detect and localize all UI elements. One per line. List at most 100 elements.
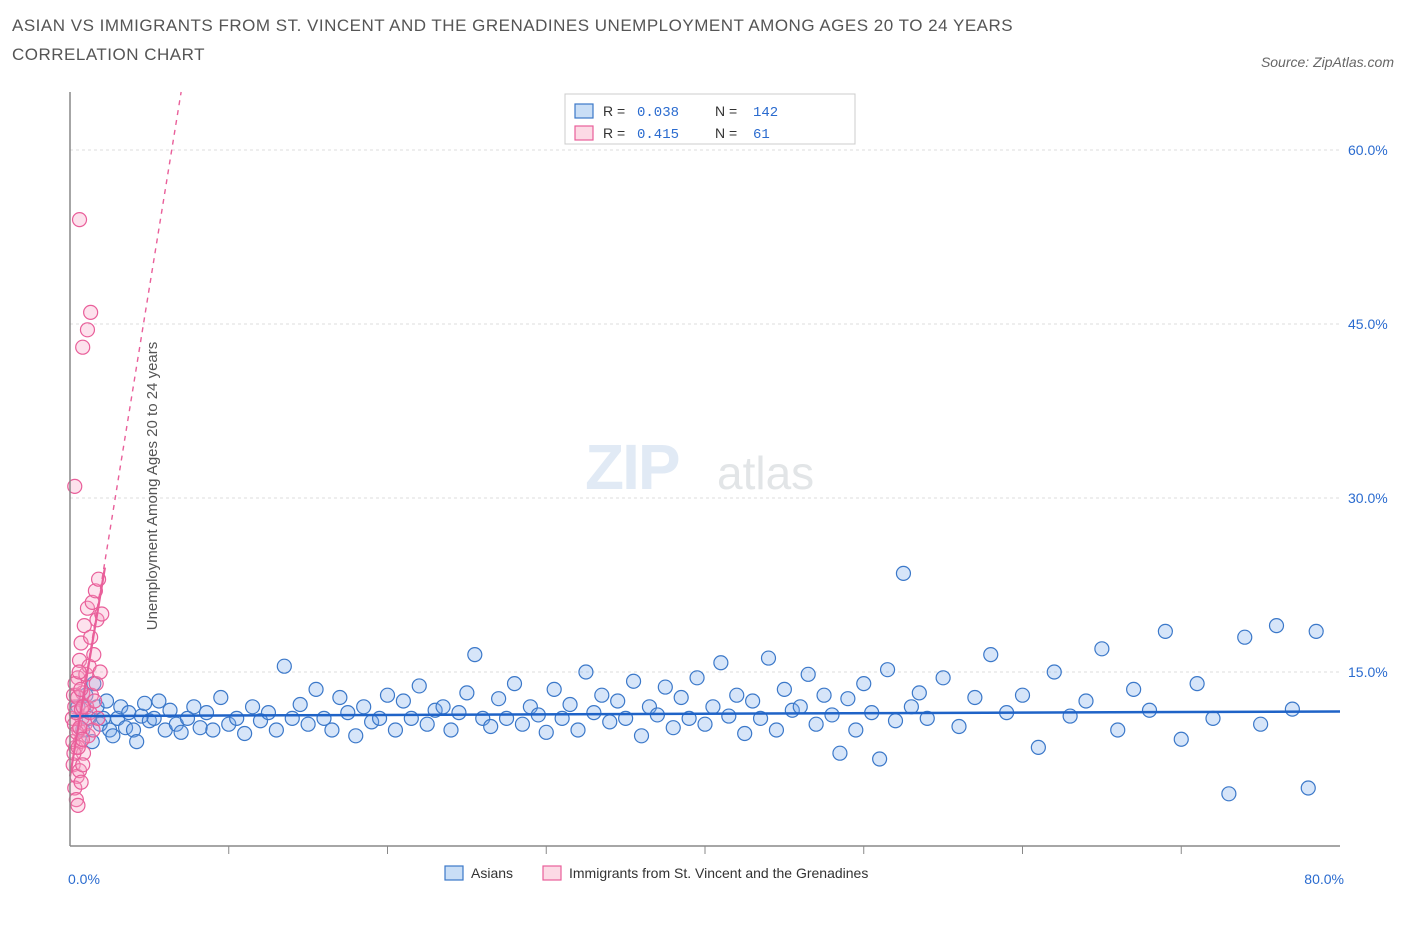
legend-n-value: 61 [753, 127, 770, 143]
data-point [147, 711, 161, 725]
legend-n-value: 142 [753, 105, 778, 121]
data-point [666, 720, 680, 734]
data-point [706, 700, 720, 714]
data-point [74, 775, 88, 789]
scatter-plot: ZIPatlas15.0%30.0%45.0%60.0%0.0%80.0%R =… [60, 76, 1390, 896]
data-point [444, 723, 458, 737]
data-point [881, 662, 895, 676]
data-point [206, 723, 220, 737]
data-point [873, 752, 887, 766]
legend-swatch [575, 126, 593, 140]
data-point [174, 725, 188, 739]
data-point [357, 700, 371, 714]
data-point [309, 682, 323, 696]
data-point [611, 694, 625, 708]
legend-series-label: Immigrants from St. Vincent and the Gren… [569, 865, 868, 881]
data-point [1016, 688, 1030, 702]
data-point [76, 758, 90, 772]
data-point [84, 305, 98, 319]
data-point [1190, 676, 1204, 690]
data-point [912, 686, 926, 700]
data-point [91, 711, 105, 725]
legend-series-label: Asians [471, 865, 513, 881]
data-point [484, 719, 498, 733]
data-point [246, 700, 260, 714]
data-point [1079, 694, 1093, 708]
data-point [1127, 682, 1141, 696]
watermark: atlas [717, 447, 814, 499]
data-point [857, 676, 871, 690]
data-point [603, 715, 617, 729]
data-point [277, 659, 291, 673]
data-point [1158, 624, 1172, 638]
data-point [452, 705, 466, 719]
y-tick-label: 15.0% [1348, 664, 1388, 680]
data-point [200, 705, 214, 719]
data-point [1309, 624, 1323, 638]
data-point [388, 723, 402, 737]
data-point [420, 717, 434, 731]
data-point [301, 717, 315, 731]
data-point [381, 688, 395, 702]
y-tick-label: 60.0% [1348, 142, 1388, 158]
data-point [936, 671, 950, 685]
data-point [849, 723, 863, 737]
data-point [595, 688, 609, 702]
data-point [952, 719, 966, 733]
data-point [341, 705, 355, 719]
data-point [730, 688, 744, 702]
data-point [547, 682, 561, 696]
data-point [841, 691, 855, 705]
data-point [436, 700, 450, 714]
data-point [333, 690, 347, 704]
y-tick-label: 45.0% [1348, 316, 1388, 332]
data-point [130, 734, 144, 748]
data-point [1143, 703, 1157, 717]
data-point [93, 665, 107, 679]
data-point [515, 717, 529, 731]
data-point [674, 690, 688, 704]
legend-r-label: R = [603, 103, 625, 119]
data-point [349, 729, 363, 743]
data-point [833, 746, 847, 760]
data-point [627, 674, 641, 688]
y-axis-label: Unemployment Among Ages 20 to 24 years [144, 342, 161, 631]
data-point [563, 697, 577, 711]
data-point [80, 323, 94, 337]
data-point [889, 714, 903, 728]
data-point [122, 705, 136, 719]
data-point [238, 726, 252, 740]
legend-swatch [575, 104, 593, 118]
chart-title: ASIAN VS IMMIGRANTS FROM ST. VINCENT AND… [12, 12, 1112, 70]
data-point [1222, 787, 1236, 801]
data-point [1031, 740, 1045, 754]
data-point [825, 708, 839, 722]
data-point [468, 647, 482, 661]
data-point [285, 711, 299, 725]
data-point [635, 729, 649, 743]
data-point [714, 656, 728, 670]
data-point [460, 686, 474, 700]
data-point [896, 566, 910, 580]
data-point [968, 690, 982, 704]
data-point [1047, 665, 1061, 679]
data-point [1301, 781, 1315, 795]
data-point [658, 680, 672, 694]
data-point [1095, 642, 1109, 656]
data-point [1285, 702, 1299, 716]
data-point [793, 700, 807, 714]
data-point [722, 709, 736, 723]
legend-r-label: R = [603, 125, 625, 141]
data-point [492, 691, 506, 705]
data-point [325, 723, 339, 737]
data-point [1254, 717, 1268, 731]
data-point [809, 717, 823, 731]
data-point [187, 700, 201, 714]
data-point [817, 688, 831, 702]
data-point [762, 651, 776, 665]
chart-source: Source: ZipAtlas.com [1261, 54, 1394, 70]
x-tick-label: 0.0% [68, 871, 100, 887]
data-point [230, 711, 244, 725]
x-tick-label: 80.0% [1304, 871, 1344, 887]
data-point [269, 723, 283, 737]
